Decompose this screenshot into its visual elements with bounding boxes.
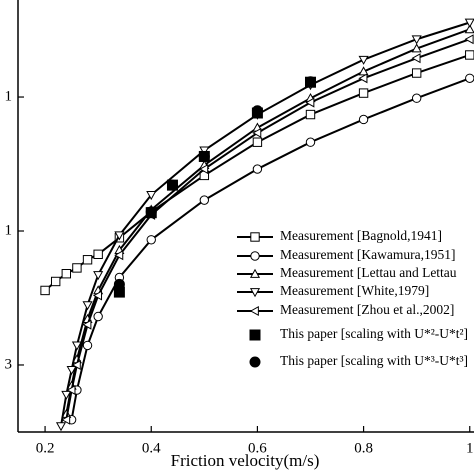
data-point bbox=[252, 127, 262, 138]
legend-marker bbox=[250, 232, 260, 242]
data-point bbox=[50, 276, 61, 287]
data-point bbox=[358, 66, 369, 76]
data-point bbox=[40, 285, 50, 296]
legend-marker bbox=[249, 305, 259, 317]
y-tick-label: 1 bbox=[5, 222, 13, 238]
data-point bbox=[61, 390, 72, 400]
series-line bbox=[60, 21, 471, 427]
data-point bbox=[358, 88, 369, 98]
data-point bbox=[93, 271, 104, 281]
data-point bbox=[198, 150, 210, 162]
x-tick-label: 0.2 bbox=[36, 440, 55, 456]
data-point bbox=[304, 76, 316, 88]
legend-label: This paper [scaling with U*³-U*t³] bbox=[280, 353, 468, 368]
y-tick-label: 3 bbox=[5, 356, 13, 372]
data-point bbox=[166, 179, 178, 191]
data-point bbox=[66, 365, 77, 376]
data-point bbox=[411, 43, 422, 53]
data-point bbox=[251, 105, 263, 117]
legend-label: Measurement [Kawamura,1951] bbox=[280, 247, 455, 262]
data-point bbox=[66, 384, 76, 396]
data-point bbox=[82, 301, 93, 311]
data-point bbox=[465, 73, 474, 83]
y-tick-label: 1 bbox=[5, 88, 13, 104]
x-tick-label: 0.4 bbox=[142, 440, 161, 456]
data-point bbox=[358, 73, 368, 84]
x-tick-label: 1 bbox=[466, 440, 474, 456]
data-point bbox=[464, 24, 474, 34]
data-point bbox=[199, 146, 210, 156]
data-point bbox=[411, 35, 422, 45]
x-axis-label: Friction velocity(m/s) bbox=[171, 451, 320, 470]
data-point bbox=[61, 269, 72, 279]
data-point bbox=[114, 231, 125, 241]
legend-label: Measurement [Bagnold,1941] bbox=[280, 228, 442, 243]
data-point bbox=[465, 50, 474, 60]
legend-marker bbox=[250, 251, 260, 261]
data-point bbox=[145, 206, 157, 218]
data-point bbox=[464, 18, 474, 28]
data-point bbox=[305, 137, 316, 147]
legend-marker bbox=[249, 356, 261, 368]
data-point bbox=[71, 359, 81, 371]
legend-marker bbox=[249, 268, 261, 278]
data-point bbox=[146, 235, 156, 245]
data-point bbox=[146, 191, 157, 201]
data-point bbox=[252, 164, 263, 174]
data-point bbox=[252, 137, 263, 147]
data-point bbox=[72, 263, 82, 273]
data-point bbox=[411, 53, 421, 64]
data-point bbox=[55, 422, 67, 432]
data-point bbox=[82, 255, 93, 265]
data-point bbox=[71, 341, 82, 351]
data-point bbox=[92, 290, 103, 301]
legend-label: Measurement [White,1979] bbox=[280, 283, 429, 298]
data-point bbox=[411, 68, 422, 78]
data-point bbox=[411, 93, 422, 103]
data-point bbox=[305, 109, 316, 120]
data-point bbox=[199, 164, 209, 175]
data-point bbox=[358, 114, 369, 125]
legend-marker bbox=[249, 288, 261, 298]
legend-marker bbox=[249, 329, 261, 341]
data-point bbox=[93, 311, 103, 322]
data-point bbox=[113, 278, 125, 290]
data-point bbox=[305, 97, 315, 108]
x-tick-label: 0.8 bbox=[354, 440, 373, 456]
data-point bbox=[114, 250, 124, 261]
legend-label: Measurement [Zhou et al.,2002] bbox=[280, 302, 454, 317]
data-point bbox=[464, 34, 474, 45]
series-line bbox=[70, 77, 471, 420]
legend-label: Measurement [Lettau and Lettau bbox=[280, 265, 457, 280]
data-point bbox=[61, 414, 71, 425]
data-point bbox=[199, 195, 210, 205]
data-point bbox=[358, 55, 369, 65]
data-point bbox=[82, 319, 92, 330]
x-tick-label: 0.6 bbox=[248, 440, 267, 456]
legend-label: This paper [scaling with U*²-U*t²] bbox=[280, 326, 468, 341]
data-point bbox=[82, 340, 93, 351]
data-point bbox=[93, 249, 103, 260]
